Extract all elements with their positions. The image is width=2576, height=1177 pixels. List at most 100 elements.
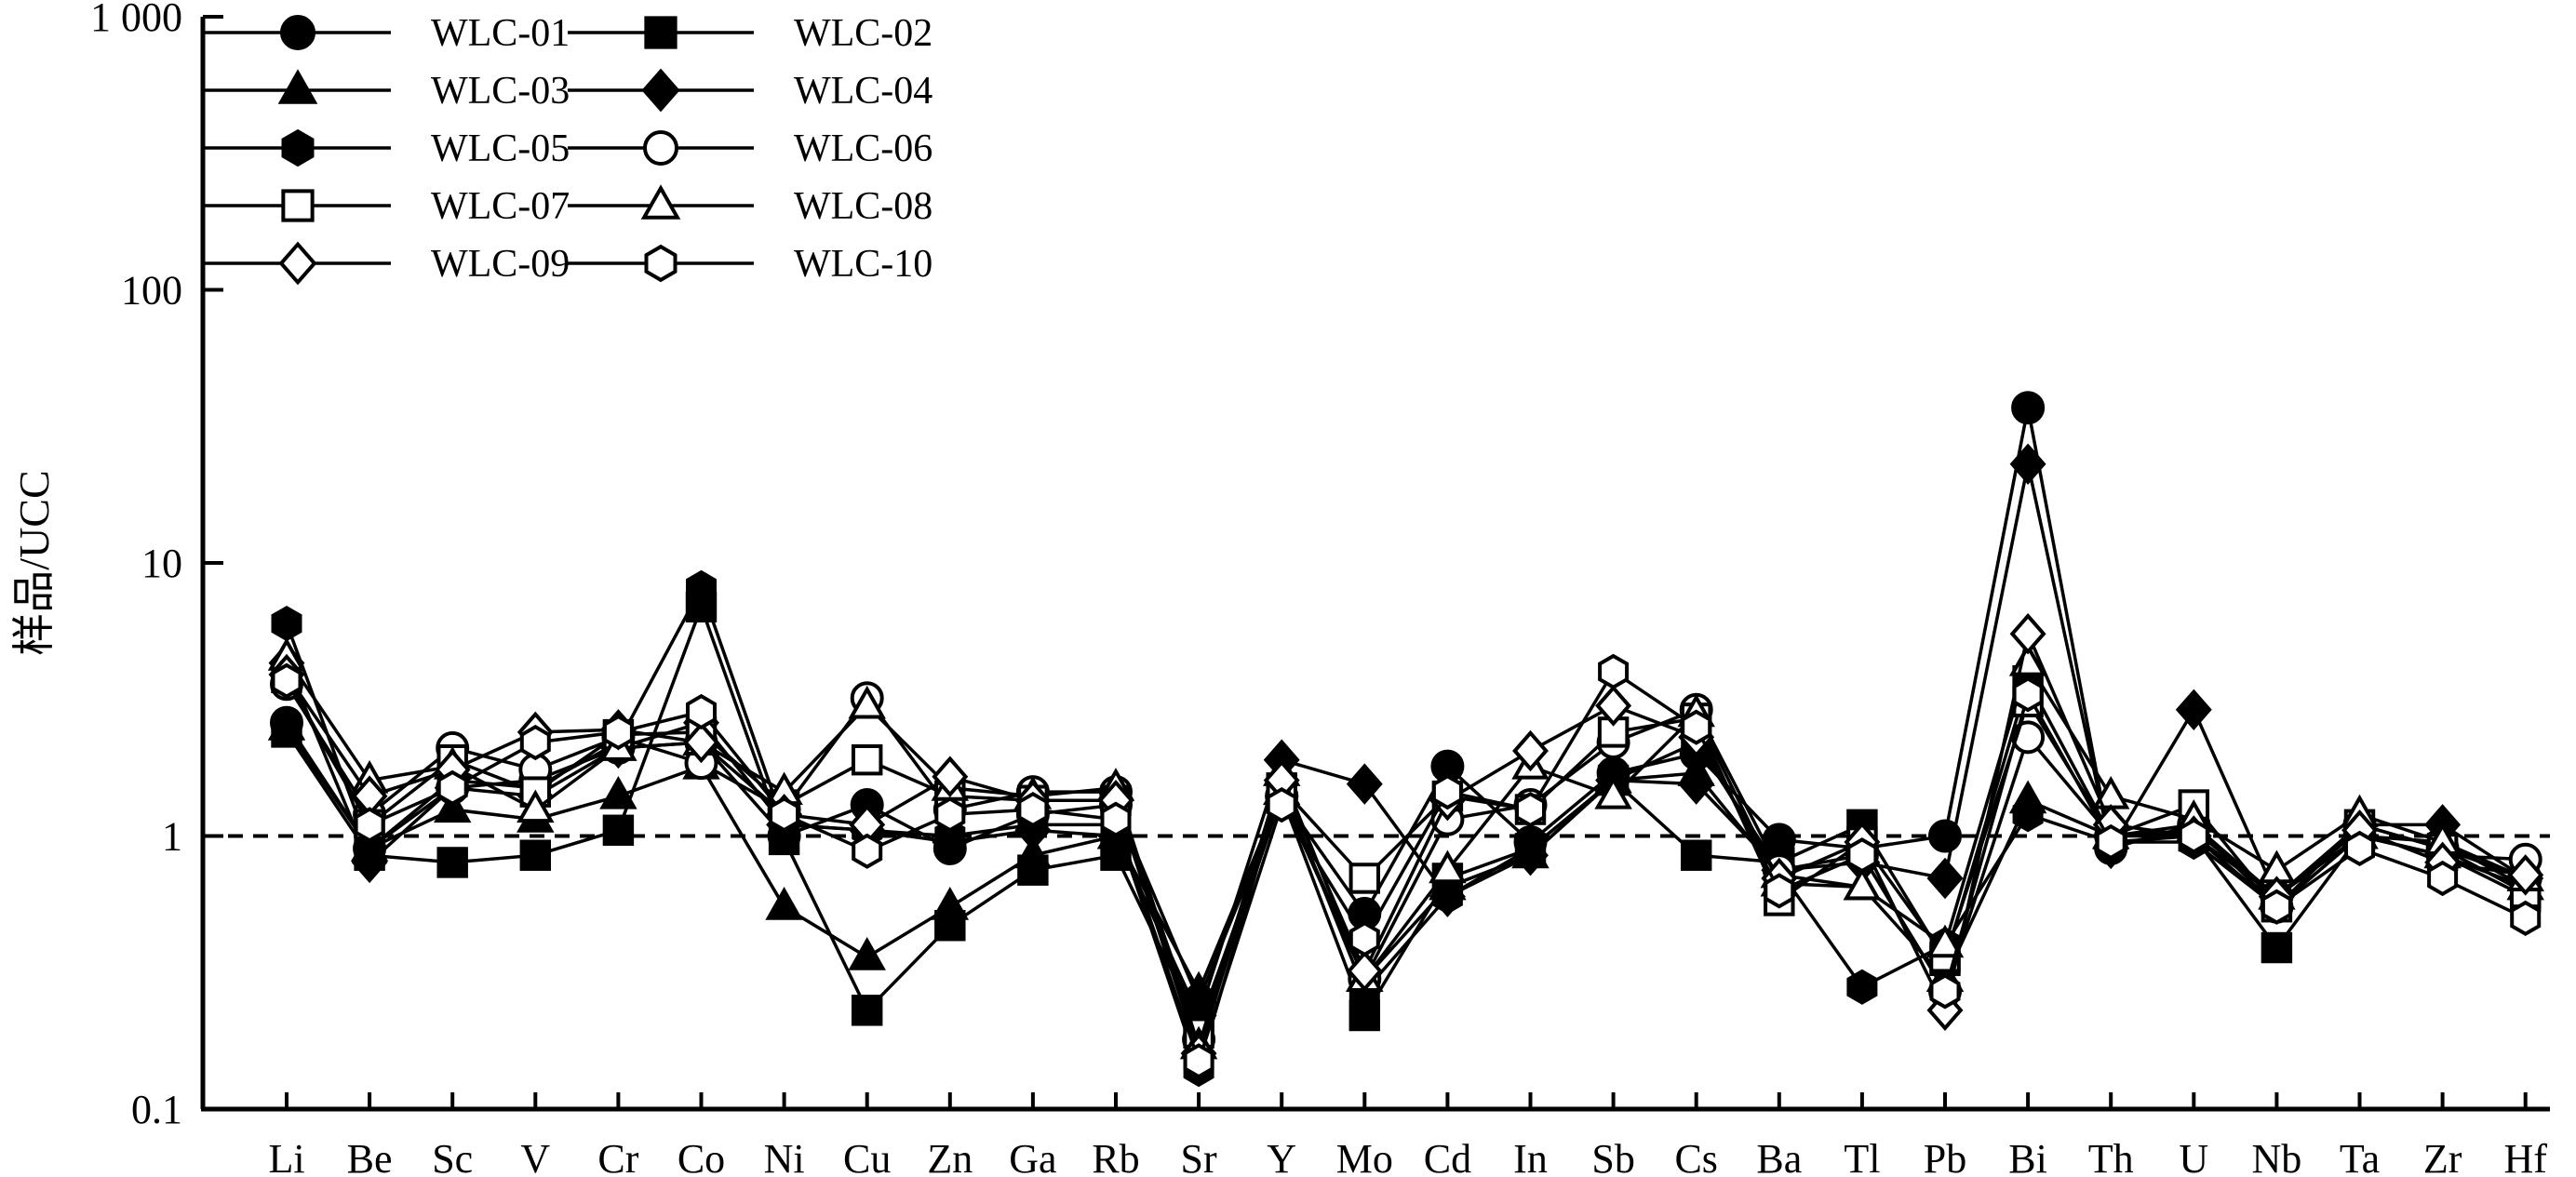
x-tick-label-Zr: Zr	[2423, 1136, 2462, 1177]
legend-marker-WLC-07	[281, 189, 315, 222]
legend-marker-WLC-05	[281, 128, 315, 167]
y-tick-label: 0.1	[131, 1087, 182, 1132]
x-ticks: Li Be Sc V Cr Co Ni Cu Zn Ga Rb Sr Y Mo Cd In Sb Cs Ba Tl Pb…	[268, 1092, 2547, 1177]
legend-label-WLC-10: WLC-10	[794, 243, 932, 286]
data-point-WLC-02-Cs	[1680, 839, 1712, 871]
legend-item-WLC-06: WLC-06	[568, 127, 932, 170]
data-point-WLC-10-Sc	[436, 769, 468, 806]
y-tick-label: 1 000	[90, 0, 182, 40]
data-point-WLC-10-Ga	[1017, 791, 1049, 828]
x-tick-label-Ni: Ni	[764, 1136, 805, 1177]
legend-item-WLC-08: WLC-08	[568, 184, 932, 228]
data-point-WLC-01-Bi	[2011, 391, 2046, 425]
legend-label-WLC-05: WLC-05	[431, 127, 570, 170]
legend-item-WLC-03: WLC-03	[205, 69, 570, 113]
series-line-WLC-09	[285, 628, 2526, 1059]
x-tick-label-Be: Be	[347, 1136, 393, 1177]
data-point-WLC-08-Cd	[1429, 849, 1467, 884]
data-point-WLC-09-Bi	[2009, 612, 2046, 655]
data-point-WLC-10-Mo	[1348, 920, 1380, 957]
legend-marker-WLC-09	[278, 241, 317, 286]
legend-marker-WLC-03	[277, 69, 318, 104]
x-tick-label-Mo: Mo	[1336, 1136, 1393, 1177]
y-axis: 0.1 1 10 100 1 000	[90, 0, 223, 1132]
data-point-WLC-03-Ni	[765, 887, 803, 920]
series-line-WLC-02	[285, 602, 2527, 1032]
legend-label-WLC-03: WLC-03	[431, 70, 570, 113]
x-tick-label-V: V	[520, 1136, 550, 1177]
legend-marker-WLC-06	[643, 130, 678, 166]
data-point-WLC-05-Bi	[2012, 796, 2044, 833]
series-line-WLC-08	[285, 656, 2527, 1052]
data-point-WLC-10-Cs	[1681, 709, 1712, 745]
x-tick-label-Cr: Cr	[597, 1136, 638, 1177]
y-tick-label: 10	[141, 541, 182, 586]
legend-label-WLC-01: WLC-01	[431, 12, 570, 55]
legend-label-WLC-02: WLC-02	[794, 12, 932, 55]
series-line-WLC-05	[285, 583, 2527, 1075]
data-point-WLC-08-Cu	[848, 685, 886, 719]
data-point-WLC-02-V	[519, 839, 552, 871]
legend-marker-WLC-10	[644, 244, 678, 283]
data-point-WLC-10-Nb	[2261, 889, 2292, 925]
series-line-WLC-07	[285, 676, 2527, 1038]
data-point-WLC-04-Mo	[1346, 763, 1383, 805]
legend-item-WLC-05: WLC-05	[205, 127, 570, 170]
x-tick-label-Sc: Sc	[432, 1136, 473, 1177]
data-point-WLC-10-Be	[354, 807, 385, 843]
data-point-WLC-10-Y	[1266, 786, 1297, 823]
legend-marker-WLC-04	[641, 68, 680, 113]
data-point-WLC-10-Rb	[1100, 801, 1132, 837]
data-point-WLC-10-Pb	[1929, 973, 1961, 1010]
legend-label-WLC-08: WLC-08	[794, 185, 932, 228]
legend-item-WLC-07: WLC-07	[205, 185, 570, 228]
data-point-WLC-09-Mo	[1346, 950, 1383, 992]
data-point-WLC-10-Ta	[2344, 830, 2375, 867]
data-point-WLC-10-Th	[2095, 823, 2127, 861]
data-point-WLC-07-Mo	[1348, 863, 1381, 894]
legend-item-WLC-04: WLC-04	[568, 68, 932, 113]
series-line-WLC-10	[285, 669, 2527, 1066]
series-layer	[267, 391, 2544, 1088]
data-point-WLC-03-Zn	[931, 887, 970, 920]
data-point-WLC-10-Sb	[1598, 653, 1630, 689]
data-point-WLC-10-Bi	[2012, 676, 2044, 713]
data-point-WLC-10-V	[519, 724, 551, 761]
data-point-WLC-10-Sr	[1183, 1043, 1214, 1079]
legend-item-WLC-10: WLC-10	[568, 243, 932, 286]
y-axis-label: 样品/UCC	[10, 470, 58, 655]
x-tick-label-U: U	[2179, 1136, 2208, 1177]
legend-item-WLC-01: WLC-01	[205, 12, 570, 55]
data-point-WLC-02-Cu	[851, 995, 883, 1026]
x-tick-label-Pb: Pb	[1924, 1136, 1966, 1177]
data-point-WLC-04-Bi	[2009, 443, 2046, 486]
x-tick-label-Ta: Ta	[2340, 1136, 2380, 1177]
data-point-WLC-10-Ba	[1764, 873, 1795, 909]
legend-marker-WLC-02	[644, 16, 678, 49]
x-tick-label-Ga: Ga	[1009, 1136, 1056, 1177]
data-point-WLC-10-Ni	[769, 796, 800, 833]
data-point-WLC-08-V	[517, 789, 555, 823]
y-tick-label: 100	[121, 268, 182, 314]
data-point-WLC-05-Cd	[1431, 878, 1463, 915]
data-point-WLC-08-Sb	[1594, 775, 1632, 809]
data-point-WLC-09-In	[1512, 729, 1549, 772]
data-point-WLC-05-In	[1515, 830, 1546, 867]
data-point-WLC-09-Sb	[1595, 685, 1632, 727]
data-point-WLC-10-Co	[686, 693, 717, 730]
y-tick-label: 1	[162, 814, 182, 860]
data-point-WLC-10-Hf	[2510, 900, 2542, 937]
data-point-WLC-02-Sc	[436, 847, 468, 878]
x-tick-label-Bi: Bi	[2008, 1136, 2047, 1177]
x-tick-label-In: In	[1513, 1136, 1548, 1177]
legend-label-WLC-09: WLC-09	[431, 243, 570, 286]
data-point-WLC-04-U	[2175, 689, 2212, 731]
x-tick-label-Cd: Cd	[1424, 1136, 1471, 1177]
data-point-WLC-10-Li	[271, 662, 302, 699]
data-point-WLC-02-Nb	[2261, 931, 2293, 964]
data-point-WLC-03-Li	[267, 707, 306, 741]
data-point-WLC-08-Pb	[1925, 924, 1965, 958]
data-point-WLC-04-Cs	[1678, 763, 1715, 805]
series-line-WLC-03	[285, 726, 2527, 996]
